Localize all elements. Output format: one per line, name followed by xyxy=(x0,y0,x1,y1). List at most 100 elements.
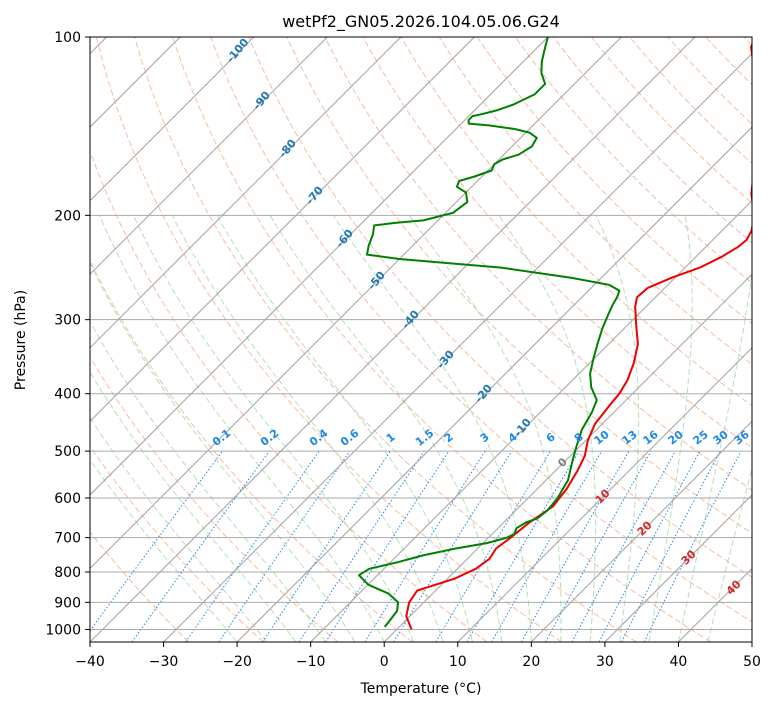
mixing-ratio-line xyxy=(364,450,486,642)
mixing-ratio-line xyxy=(545,450,652,642)
profile-traces xyxy=(358,37,752,630)
mixing-ratio-label: 36 xyxy=(732,428,752,448)
isotherm xyxy=(457,347,752,642)
y-tick-label: 100 xyxy=(54,30,81,46)
y-tick-label: 800 xyxy=(54,565,81,581)
isotherm xyxy=(163,52,752,642)
x-tick-label: 30 xyxy=(596,654,614,670)
isotherm xyxy=(90,37,328,275)
mixing-ratio-label: 1.5 xyxy=(413,427,436,449)
moist-adiabat xyxy=(90,416,267,642)
y-tick-label: 600 xyxy=(54,491,81,507)
moist-adiabat-label: 0 xyxy=(555,455,570,470)
isotherm xyxy=(310,199,752,642)
moist-adiabat xyxy=(332,215,532,642)
moist-adiabat xyxy=(677,269,752,642)
x-tick-label: −10 xyxy=(296,654,326,670)
mixing-ratio-label: 10 xyxy=(592,428,612,448)
isotherm xyxy=(90,37,255,202)
mixing-ratio-label: 25 xyxy=(691,428,711,448)
dry-adiabat xyxy=(95,37,562,642)
x-tick-label: −40 xyxy=(75,654,105,670)
y-tick-label: 400 xyxy=(54,387,81,403)
mixing-ratio-line xyxy=(185,450,320,642)
isotherm xyxy=(751,641,752,642)
dry-adiabat xyxy=(90,149,488,642)
mixing-ratio-label: 2 xyxy=(442,430,456,445)
y-tick-label: 200 xyxy=(54,208,81,224)
dry-adiabat xyxy=(438,37,752,366)
dry-adiabat-label: -70 xyxy=(303,184,326,208)
dry-adiabat-label: -60 xyxy=(333,227,356,251)
dry-adiabat xyxy=(90,355,339,642)
dry-adiabat xyxy=(743,37,752,47)
temperature-trace xyxy=(405,42,752,630)
y-tick-label: 1000 xyxy=(45,622,81,638)
mixing-ratio-label: 13 xyxy=(620,428,640,448)
isotherm xyxy=(604,494,752,642)
dry-adiabat xyxy=(286,37,752,534)
x-tick-label: 50 xyxy=(743,654,761,670)
x-axis-title: Temperature (°C) xyxy=(360,681,482,697)
moist-adiabat xyxy=(648,215,693,642)
dry-adiabat xyxy=(210,37,752,623)
mixing-ratio-line xyxy=(218,450,351,642)
mixing-ratio-label: 3 xyxy=(478,430,492,445)
mixing-ratio-line xyxy=(571,450,676,642)
x-tick-label: 10 xyxy=(449,654,467,670)
mixing-ratio-line xyxy=(262,450,391,642)
moist-adiabat xyxy=(408,215,562,642)
moist-adiabat xyxy=(171,215,444,642)
mixing-ratio-line xyxy=(466,450,580,642)
y-axis-title: Pressure (hPa) xyxy=(13,290,29,390)
mixing-ratio-line xyxy=(435,450,551,642)
dry-adiabat-label: -80 xyxy=(276,137,299,161)
dry-adiabat xyxy=(705,37,752,86)
mixing-ratio-line xyxy=(90,450,223,632)
mixing-ratio-label: 16 xyxy=(641,428,661,448)
background-lines xyxy=(90,37,752,642)
dry-adiabat-label: -20 xyxy=(472,382,495,406)
moist-adiabat xyxy=(90,261,356,642)
moist-adiabat xyxy=(90,320,326,642)
plot-frame xyxy=(89,36,753,643)
x-tick-label: −30 xyxy=(149,654,179,670)
dry-adiabat-label: -50 xyxy=(365,269,388,293)
moist-adiabat xyxy=(216,215,473,642)
isotherm xyxy=(383,273,752,642)
dry-adiabat-label: -90 xyxy=(250,89,273,113)
isotherm xyxy=(236,126,752,642)
dry-adiabat xyxy=(667,37,752,125)
x-tick-label: 20 xyxy=(522,654,540,670)
isotherm xyxy=(530,420,752,642)
y-tick-label: 900 xyxy=(54,595,81,611)
y-tick-label: 700 xyxy=(54,531,81,547)
x-tick-label: 0 xyxy=(380,654,389,670)
dry-adiabat xyxy=(591,37,752,204)
y-tick-label: 300 xyxy=(54,313,81,329)
moist-adiabat-label: 40 xyxy=(724,577,744,597)
mixing-ratio-line xyxy=(131,450,270,642)
mixing-ratio-line xyxy=(621,450,721,642)
mixing-ratio-label: 0.2 xyxy=(258,427,281,449)
mixing-ratio-line xyxy=(393,450,513,642)
dewpoint-trace xyxy=(358,37,621,628)
moist-adiabat xyxy=(269,215,503,642)
x-tick-label: −20 xyxy=(222,654,252,670)
dry-adiabat xyxy=(629,37,752,165)
axis-ticks: −40 −30 −20 −10 0 10 20 30 40 5010009008007006005… xyxy=(45,30,761,670)
dry-adiabat xyxy=(134,37,637,642)
mixing-ratio-line xyxy=(598,450,701,642)
dry-adiabat xyxy=(90,445,264,642)
dry-adiabat xyxy=(514,37,752,284)
x-tick-label: 40 xyxy=(670,654,688,670)
dry-adiabat xyxy=(90,259,413,642)
isotherm xyxy=(90,37,475,423)
moist-adiabat xyxy=(90,371,297,642)
moist-adiabat xyxy=(99,215,385,642)
dry-adiabat xyxy=(248,37,752,578)
isotherm xyxy=(90,37,696,642)
y-tick-label: 500 xyxy=(54,444,81,460)
dry-adiabat xyxy=(90,531,190,642)
